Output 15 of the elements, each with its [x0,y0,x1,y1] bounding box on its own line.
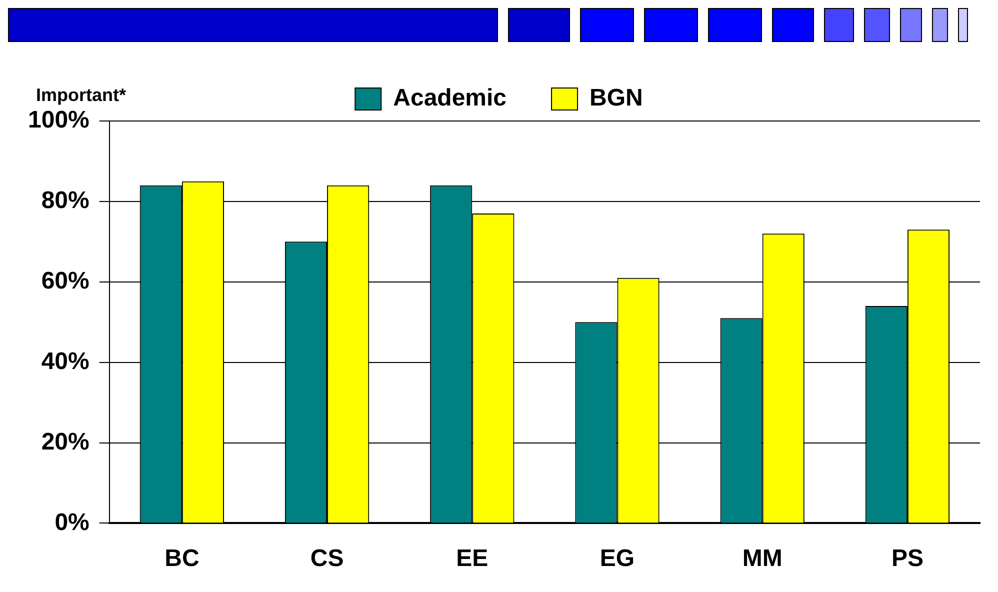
y-axis-title: Important* [36,84,126,105]
x-tick-label: EE [456,545,488,572]
y-tick-label: 60% [41,268,90,295]
legend-label: BGN [590,84,643,112]
y-tick-label: 100% [28,106,90,134]
x-tick-label: CS [310,545,344,572]
x-tick-label: MM [742,545,782,572]
y-tick-label: 80% [41,187,90,214]
x-tick-label: PS [891,545,924,572]
y-tick-label: 20% [41,428,90,456]
y-tick-label: 40% [41,348,90,375]
y-tick-label: 0% [54,508,90,536]
x-tick-label: BC [164,545,200,572]
legend-label: Academic [393,84,507,112]
x-tick-label: EG [600,545,635,572]
